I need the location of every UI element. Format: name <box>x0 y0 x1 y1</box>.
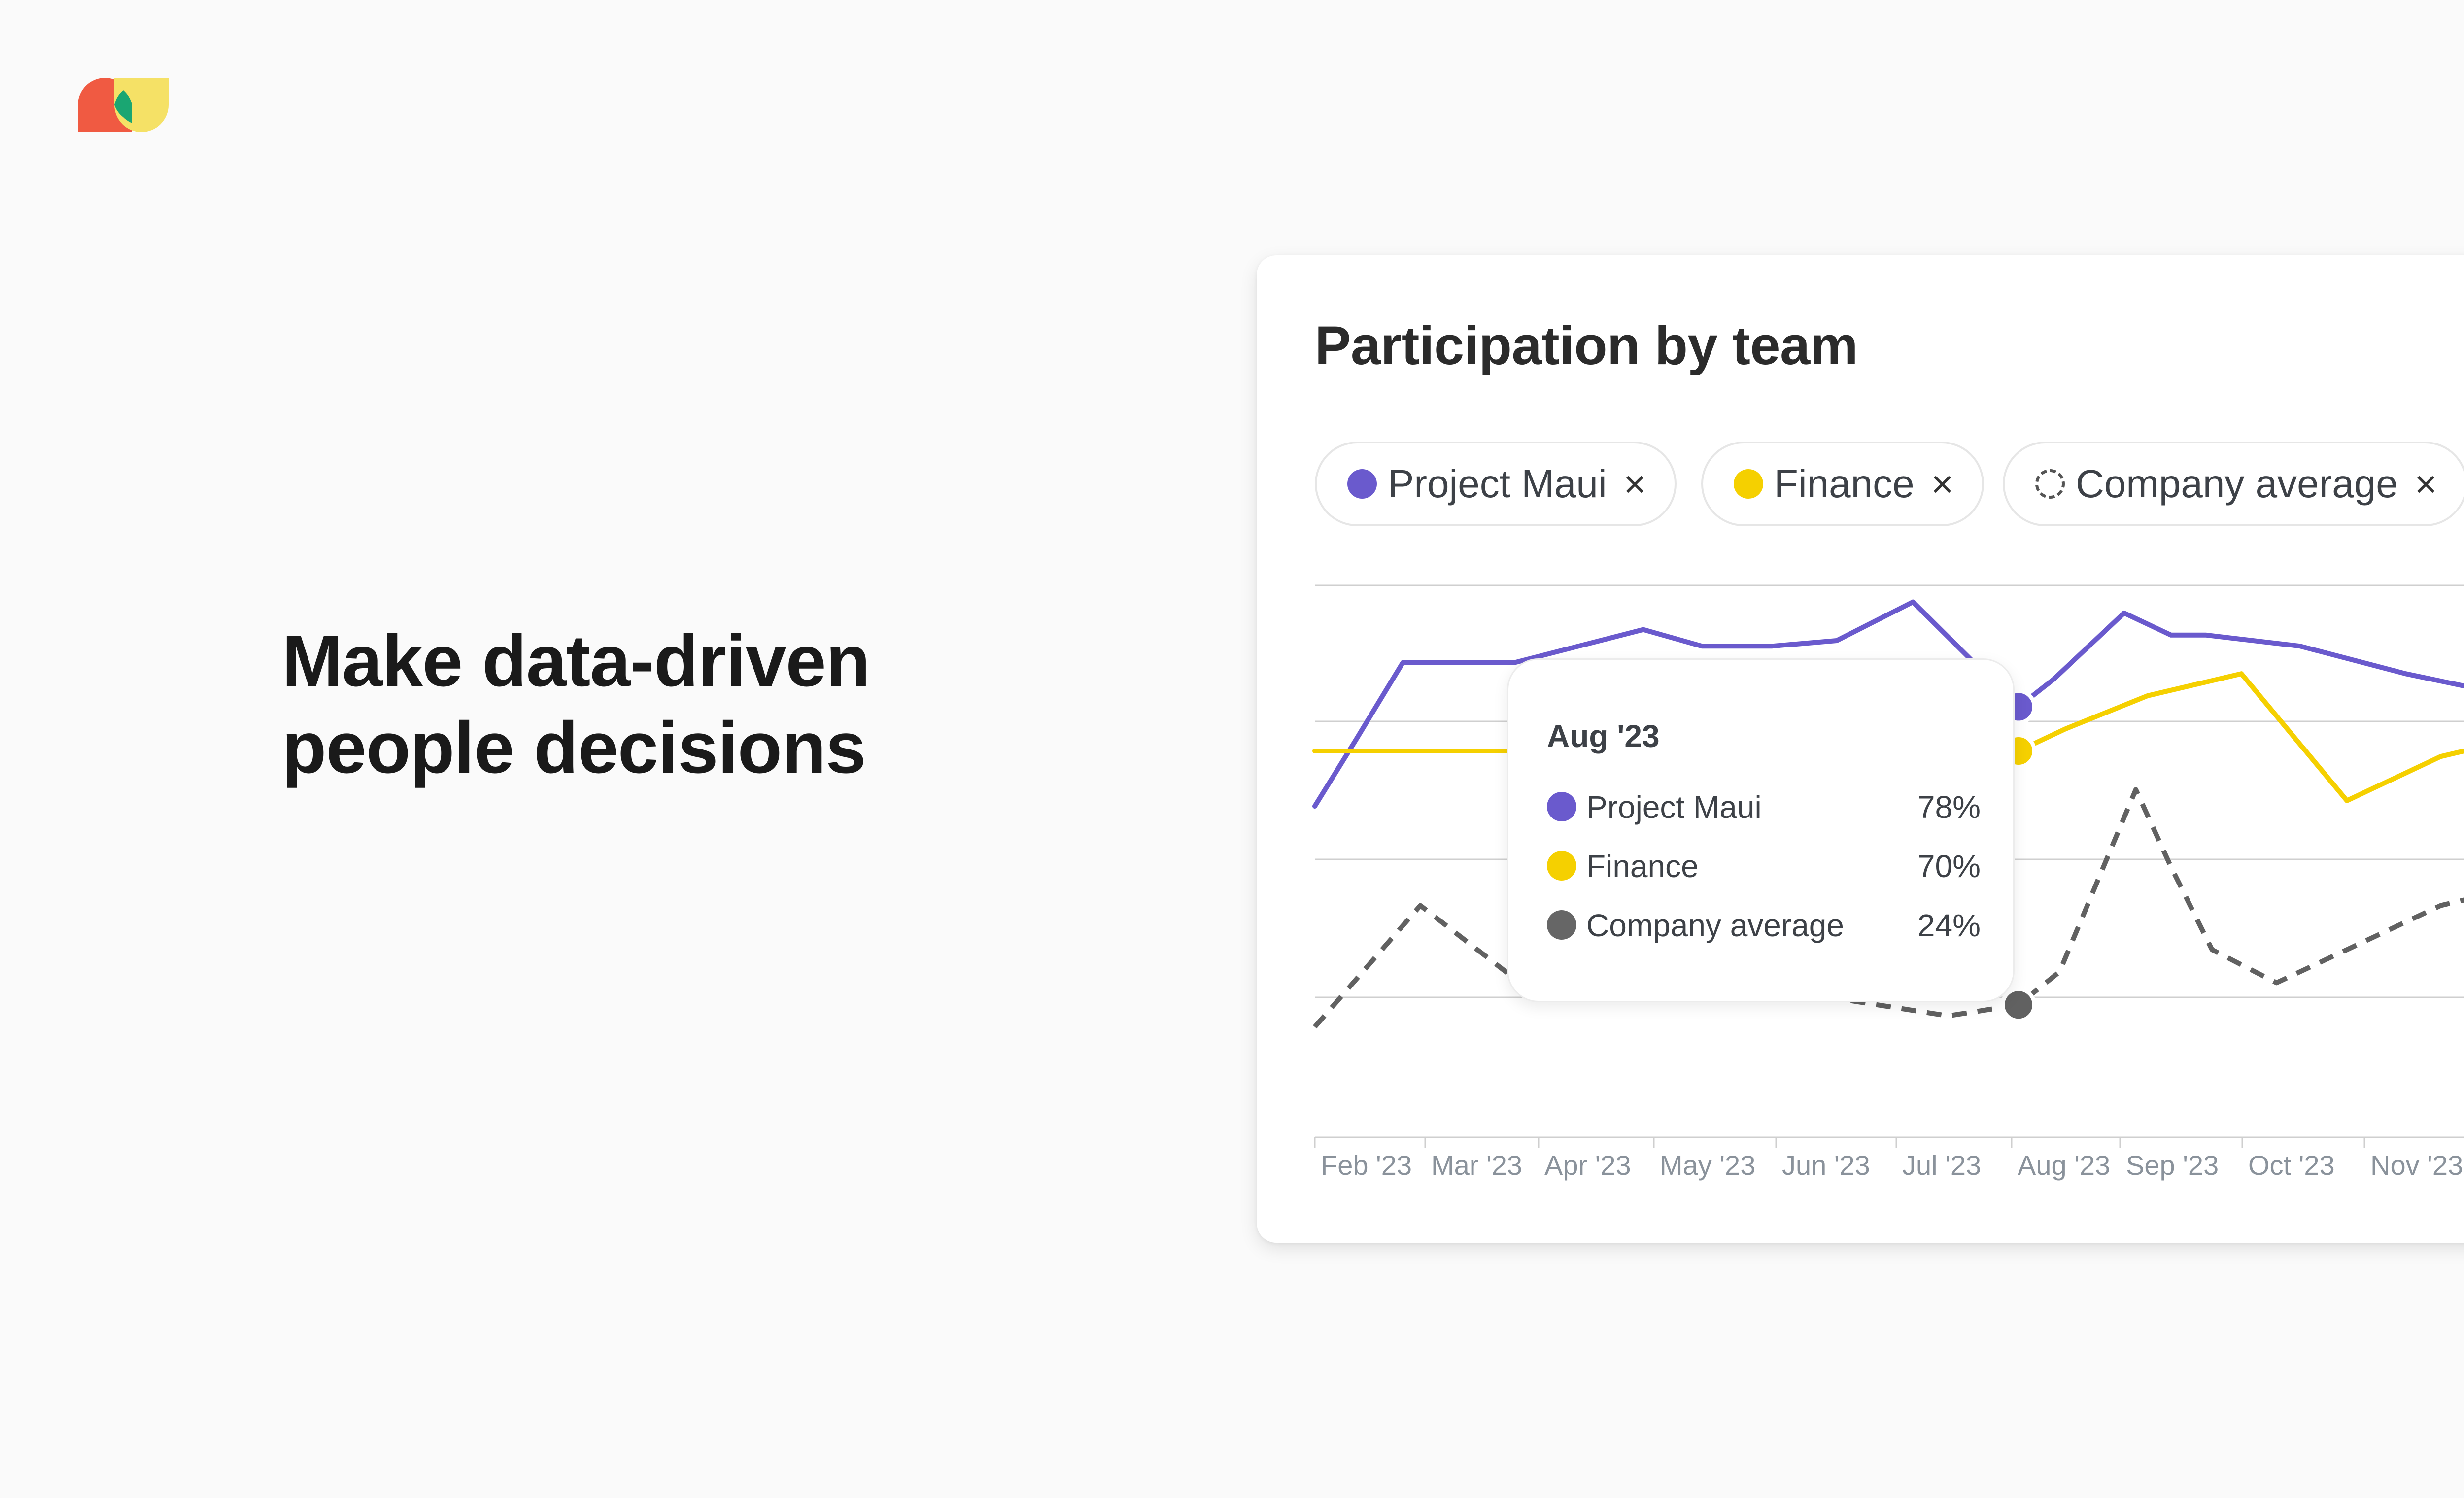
tooltip-row-finance: Finance 70% <box>1547 846 1981 885</box>
x-tick-label: Jul '23 <box>1902 1150 1981 1181</box>
headline-line-1: Make data-driven <box>282 620 870 702</box>
x-tick-label: Nov '23 <box>2370 1150 2463 1181</box>
tooltip-row-value: 78% <box>1917 789 1981 825</box>
tooltip-row-label: Company average <box>1586 908 1844 943</box>
logo-overlap-shape <box>114 90 132 123</box>
tooltip-row-value: 24% <box>1917 908 1981 943</box>
chip-label: Finance <box>1774 462 1915 506</box>
participation-line-chart: Feb '23 Mar '23 Apr '23 May '23 Jun '23 Jul '… <box>1312 584 2464 1181</box>
close-icon[interactable]: × <box>2414 462 2437 506</box>
x-tick-label: Apr '23 <box>1544 1150 1631 1181</box>
tooltip-row-label: Project Maui <box>1586 789 1762 825</box>
participation-card: Participation by team Project Maui × Fin… <box>1257 255 2464 1243</box>
yellow-dot-icon <box>1734 469 1763 499</box>
close-icon[interactable]: × <box>1931 462 1954 506</box>
x-axis: Feb '23 Mar '23 Apr '23 May '23 Jun '23 Jul '… <box>1314 1136 2464 1181</box>
x-tick-label: May '23 <box>1660 1150 1755 1181</box>
chip-finance[interactable]: Finance × <box>1701 442 1985 526</box>
x-tick-label: Mar '23 <box>1431 1150 1522 1181</box>
brand-logo <box>78 78 169 132</box>
x-tick-label: Oct '23 <box>2248 1150 2335 1181</box>
tooltip-row-project-maui: Project Maui 78% <box>1547 787 1981 826</box>
chip-company-average[interactable]: Company average × <box>2003 442 2464 526</box>
close-icon[interactable]: × <box>1623 462 1646 506</box>
purple-dot-icon <box>1347 469 1377 499</box>
tooltip-row-label: Finance <box>1586 849 1699 884</box>
dashed-circle-icon <box>2035 469 2065 499</box>
series-line-company-average <box>1313 787 2464 1029</box>
x-tick-label: Aug '23 <box>2018 1150 2110 1181</box>
chip-label: Company average <box>2076 462 2398 506</box>
x-tick-label: Jun '23 <box>1782 1150 1870 1181</box>
x-tick-label: Sep '23 <box>2126 1150 2219 1181</box>
chip-project-maui[interactable]: Project Maui × <box>1315 442 1677 526</box>
chip-label: Project Maui <box>1388 462 1607 506</box>
yellow-dot-icon <box>1547 851 1576 881</box>
x-tick-label: Feb '23 <box>1321 1150 1412 1181</box>
card-title: Participation by team <box>1315 315 1858 376</box>
chart-tooltip: Aug '23 Project Maui 78% Finance 70% Com… <box>1507 658 2015 1002</box>
headline-line-2: people decisions <box>282 707 866 788</box>
tooltip-title: Aug '23 <box>1547 718 1660 754</box>
purple-dot-icon <box>1547 792 1576 821</box>
tooltip-row-value: 70% <box>1917 849 1981 884</box>
gray-dot-icon <box>1547 910 1576 940</box>
headline: Make data-driven people decisions <box>282 618 1021 791</box>
hover-point-company-average <box>2001 987 2036 1023</box>
series-line-project-maui <box>1312 599 2464 809</box>
tooltip-row-company-average: Company average 24% <box>1547 905 1981 945</box>
